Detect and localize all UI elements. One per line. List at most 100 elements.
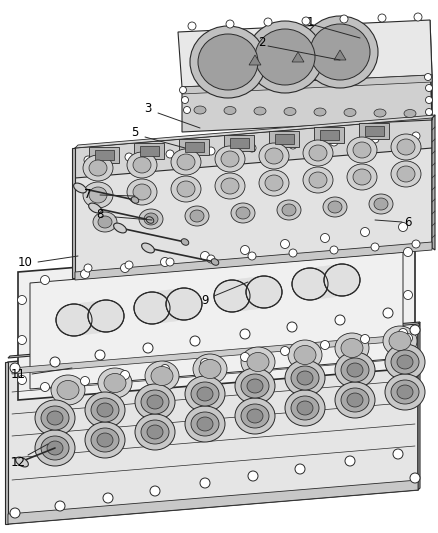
Ellipse shape: [91, 398, 119, 422]
Circle shape: [201, 252, 209, 261]
Circle shape: [181, 96, 188, 103]
Ellipse shape: [247, 21, 323, 93]
Circle shape: [287, 322, 297, 332]
Polygon shape: [30, 252, 403, 389]
Circle shape: [360, 228, 370, 237]
Circle shape: [207, 255, 215, 263]
Polygon shape: [89, 147, 119, 163]
Circle shape: [425, 85, 432, 92]
Polygon shape: [8, 322, 420, 358]
Circle shape: [207, 147, 215, 155]
Polygon shape: [430, 20, 432, 120]
Ellipse shape: [344, 109, 356, 117]
Ellipse shape: [134, 292, 170, 324]
Circle shape: [425, 109, 432, 116]
Circle shape: [81, 376, 89, 385]
Ellipse shape: [198, 34, 258, 90]
Circle shape: [188, 22, 196, 30]
Ellipse shape: [141, 390, 169, 414]
Polygon shape: [185, 142, 204, 152]
Ellipse shape: [98, 368, 132, 398]
Ellipse shape: [291, 396, 319, 420]
Circle shape: [226, 20, 234, 28]
Ellipse shape: [215, 173, 245, 199]
Polygon shape: [230, 138, 249, 148]
Ellipse shape: [309, 145, 327, 161]
Ellipse shape: [133, 184, 151, 200]
Circle shape: [18, 376, 27, 384]
Circle shape: [360, 335, 370, 343]
Polygon shape: [182, 75, 432, 132]
Text: 1: 1: [306, 15, 314, 28]
Ellipse shape: [215, 146, 245, 172]
Polygon shape: [75, 242, 432, 280]
Circle shape: [289, 141, 297, 149]
Ellipse shape: [285, 390, 325, 426]
Polygon shape: [75, 115, 435, 148]
Circle shape: [412, 132, 420, 140]
Ellipse shape: [199, 359, 221, 378]
Polygon shape: [182, 75, 432, 94]
Ellipse shape: [151, 367, 173, 385]
Circle shape: [335, 315, 345, 325]
Ellipse shape: [385, 344, 425, 380]
Circle shape: [264, 18, 272, 26]
Ellipse shape: [247, 352, 269, 372]
Ellipse shape: [190, 26, 266, 98]
Ellipse shape: [335, 382, 375, 418]
Text: 10: 10: [18, 255, 32, 269]
Circle shape: [55, 501, 65, 511]
Circle shape: [200, 478, 210, 488]
Ellipse shape: [190, 210, 204, 222]
Polygon shape: [314, 127, 344, 143]
Circle shape: [403, 290, 413, 300]
Circle shape: [240, 246, 250, 254]
Ellipse shape: [191, 382, 219, 406]
Ellipse shape: [294, 345, 316, 365]
Ellipse shape: [236, 207, 250, 219]
Polygon shape: [140, 146, 159, 156]
Ellipse shape: [74, 183, 86, 193]
Ellipse shape: [374, 198, 388, 210]
Ellipse shape: [185, 376, 225, 412]
Circle shape: [412, 240, 420, 248]
Ellipse shape: [335, 333, 369, 363]
Ellipse shape: [185, 406, 225, 442]
Ellipse shape: [347, 137, 377, 163]
Circle shape: [10, 508, 20, 518]
Ellipse shape: [197, 417, 213, 431]
Polygon shape: [8, 480, 418, 524]
Polygon shape: [18, 240, 415, 400]
Ellipse shape: [303, 167, 333, 193]
Ellipse shape: [254, 107, 266, 115]
Polygon shape: [359, 123, 389, 139]
Ellipse shape: [193, 354, 227, 384]
Ellipse shape: [255, 29, 315, 85]
Ellipse shape: [89, 187, 107, 203]
Circle shape: [10, 363, 20, 373]
Polygon shape: [75, 118, 432, 278]
Ellipse shape: [35, 430, 75, 466]
Ellipse shape: [247, 379, 263, 393]
Circle shape: [302, 17, 310, 25]
Polygon shape: [134, 143, 164, 159]
Ellipse shape: [177, 181, 195, 197]
Polygon shape: [224, 135, 254, 151]
Circle shape: [289, 249, 297, 257]
Circle shape: [330, 246, 338, 254]
Ellipse shape: [397, 166, 415, 182]
Ellipse shape: [177, 154, 195, 170]
Polygon shape: [72, 148, 75, 278]
Ellipse shape: [235, 398, 275, 434]
Ellipse shape: [328, 201, 342, 213]
Ellipse shape: [97, 403, 113, 417]
Ellipse shape: [97, 433, 113, 447]
Ellipse shape: [397, 355, 413, 369]
Circle shape: [383, 308, 393, 318]
Ellipse shape: [324, 264, 360, 296]
Ellipse shape: [127, 152, 157, 178]
Ellipse shape: [341, 388, 369, 412]
Polygon shape: [320, 130, 339, 140]
Ellipse shape: [277, 200, 301, 220]
Ellipse shape: [265, 175, 283, 191]
